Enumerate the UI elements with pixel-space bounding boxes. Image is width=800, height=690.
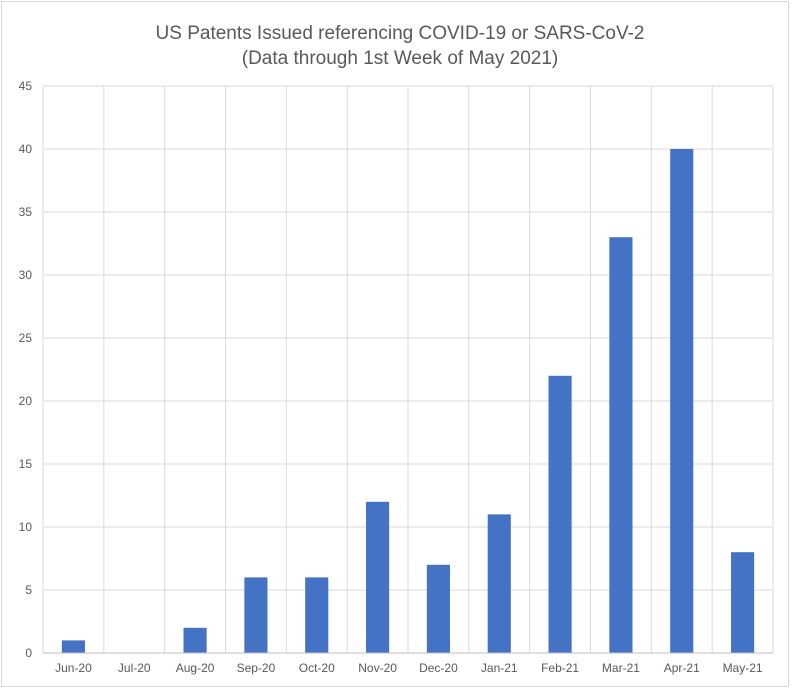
y-tick-label: 40 [19, 142, 33, 156]
x-tick-label: Jul-20 [118, 661, 151, 675]
bars [61, 149, 755, 653]
y-tick-label: 15 [19, 457, 33, 471]
x-tick-label: Oct-20 [299, 661, 335, 675]
y-tick-label: 5 [25, 583, 32, 597]
bar-feb-21 [548, 375, 572, 653]
chart-subtitle: (Data through 1st Week of May 2021) [242, 48, 558, 69]
bar-jun-20 [61, 640, 85, 653]
x-tick-label: Aug-20 [176, 661, 215, 675]
x-tick-label: Nov-20 [358, 661, 397, 675]
bar-aug-20 [183, 627, 207, 653]
bar-jan-21 [487, 514, 511, 653]
x-tick-label: Jan-21 [481, 661, 518, 675]
bar-nov-20 [366, 501, 390, 653]
x-tick-label: Feb-21 [541, 661, 579, 675]
chart-title: US Patents Issued referencing COVID-19 o… [156, 23, 645, 44]
x-tick-label: Dec-20 [419, 661, 458, 675]
bar-mar-21 [609, 237, 633, 653]
y-tick-label: 30 [19, 268, 33, 282]
x-tick-label: May-21 [723, 661, 763, 675]
x-axis-ticks: Jun-20 Jul-20 Aug-20 Sep-20 Oct-20 Nov-20 Dec-… [55, 661, 763, 675]
x-tick-label: Mar-21 [602, 661, 640, 675]
bar-dec-20 [426, 564, 450, 653]
y-tick-label: 10 [19, 520, 33, 534]
bar-apr-21 [670, 149, 694, 653]
bar-chart: US Patents Issued referencing COVID-19 o… [19, 23, 774, 675]
x-tick-label: Sep-20 [237, 661, 276, 675]
bar-oct-20 [305, 577, 329, 653]
y-tick-label: 20 [19, 394, 33, 408]
y-tick-label: 45 [19, 79, 33, 93]
bar-may-21 [731, 552, 755, 653]
y-tick-label: 0 [25, 646, 32, 660]
y-tick-label: 25 [19, 331, 33, 345]
y-axis-ticks: 0 5 10 15 20 25 30 35 40 45 [19, 79, 33, 660]
bar-sep-20 [244, 577, 268, 653]
gridlines [42, 85, 774, 653]
chart-frame: US Patents Issued referencing COVID-19 o… [1, 1, 789, 687]
x-tick-label: Jun-20 [55, 661, 92, 675]
x-tick-label: Apr-21 [664, 661, 700, 675]
y-tick-label: 35 [19, 205, 33, 219]
